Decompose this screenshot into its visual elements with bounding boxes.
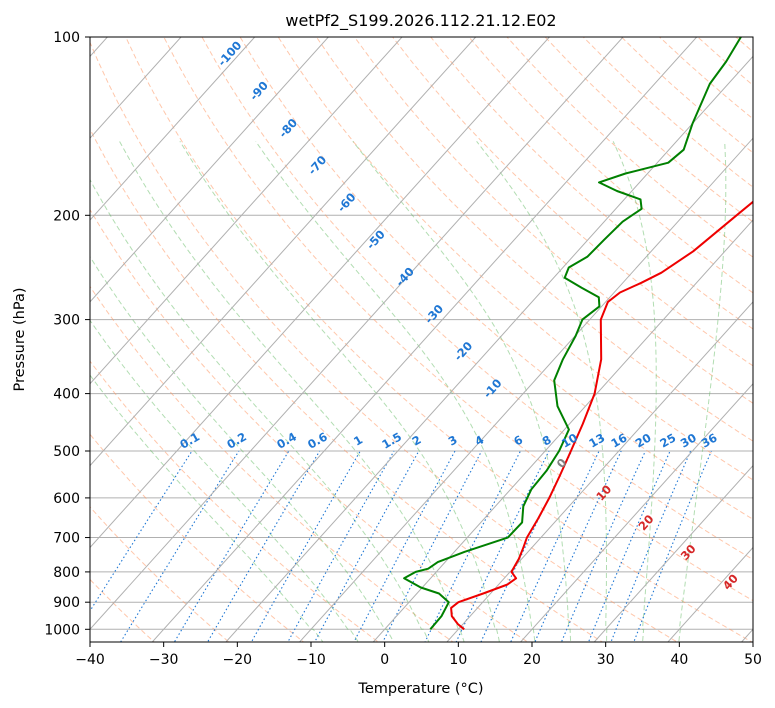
x-tick-label: −10: [296, 652, 326, 668]
mixing-ratio-line: [353, 450, 456, 642]
axis-ticks: −40 −30 −20 −10 0 10 20 30 40 50 1000 900 800 700 600 5…: [44, 30, 762, 668]
dry-adiabat-line: [391, 37, 753, 367]
dry-adiabat-line: [90, 285, 454, 642]
mixing-ratio-line: [587, 450, 671, 642]
mixing-ratio-line: [633, 450, 712, 642]
isotherm-line: [667, 546, 753, 642]
mixing-ratio-label: 30: [678, 431, 699, 451]
isotherms: [90, 37, 753, 642]
moist-adiabat-line: [678, 141, 727, 642]
y-tick-label: 200: [53, 208, 80, 224]
x-tick-label: 30: [597, 652, 615, 668]
dewpoint-trace: [403, 37, 742, 630]
dry-adiabat-line: [125, 37, 753, 642]
y-tick-label: 1000: [44, 622, 80, 638]
moist-adiabat-line: [476, 140, 608, 642]
mixing-ratio-line: [560, 450, 646, 642]
isotherm-line: [90, 37, 551, 549]
y-tick-label: 900: [53, 595, 80, 611]
x-tick-label: 50: [744, 652, 762, 668]
isotherm-line: [90, 37, 256, 221]
dry-adiabat-line: [315, 37, 753, 442]
dry-adiabat-line: [90, 433, 305, 642]
y-tick-label: 500: [53, 444, 80, 460]
isotherm-line: [90, 37, 624, 631]
dry-adiabat-line: [239, 37, 753, 520]
mixing-ratio-label: 25: [657, 431, 678, 451]
mixing-ratio-line: [207, 450, 321, 642]
isotherm-line: [446, 301, 753, 642]
plot-frame: [89, 36, 754, 643]
x-tick-label: 20: [523, 652, 541, 668]
isotherm-line: [298, 137, 753, 642]
isotherm-line: [90, 37, 182, 139]
moist-adiabat-line: [90, 319, 359, 642]
y-tick-label: 700: [53, 531, 80, 547]
mixing-ratio-label: 36: [699, 431, 720, 451]
y-tick-label: 600: [53, 491, 80, 507]
mixing-ratio-line: [120, 450, 240, 642]
dry-adiabat-line: [90, 208, 529, 642]
mixing-ratio-label: 20: [633, 431, 654, 451]
y-tick-label: 100: [53, 30, 80, 46]
mixing-ratio-line: [455, 450, 550, 642]
y-axis-label: Pressure (hPa): [12, 287, 28, 391]
moist-adiabat-line: [255, 141, 536, 642]
dry-adiabat-line: [90, 506, 230, 642]
isotherm-line: [90, 37, 403, 385]
plot-area: [90, 37, 753, 642]
mixing-ratio-line: [250, 450, 361, 642]
isotherm-line: [519, 382, 753, 642]
isotherm-line: [90, 37, 477, 467]
isotherm-line: [90, 37, 330, 303]
x-axis-label: Temperature (°C): [357, 681, 483, 697]
isotherm-line: [372, 219, 753, 642]
moist-adiabat-line: [352, 140, 572, 642]
x-tick-label: −20: [223, 652, 253, 668]
dry-adiabat-line: [430, 37, 753, 330]
dry-adiabat-line: [90, 128, 604, 642]
x-tick-label: 40: [670, 652, 688, 668]
dry-adiabat-line: [353, 37, 753, 404]
x-tick-label: 0: [380, 652, 389, 668]
moist-adiabat-line: [90, 255, 395, 642]
moist-adiabats: [90, 140, 727, 642]
temperature-trace: [450, 200, 753, 631]
moist-adiabat-line: [612, 141, 657, 642]
isotherm-line: [151, 37, 698, 642]
y-tick-label: 400: [53, 387, 80, 403]
x-tick-label: 10: [449, 652, 467, 668]
moist-adiabat-line: [119, 141, 465, 642]
mixing-ratio-label: 10: [559, 431, 580, 451]
y-tick-label: 800: [53, 565, 80, 581]
x-tick-label: −30: [149, 652, 179, 668]
mixing-ratio-label: 13: [586, 431, 607, 451]
x-tick-label: −40: [75, 652, 105, 668]
isotherm-line: [593, 464, 753, 642]
y-tick-label: 300: [53, 313, 80, 329]
mixing-ratio-line: [424, 450, 521, 642]
chart-title: wetPf2_S199.2026.112.21.12.E02: [285, 11, 556, 31]
dry-adiabat-line: [201, 37, 753, 561]
mixing-ratio-label: 16: [609, 431, 630, 451]
pressure-gridlines: [90, 37, 753, 630]
sounding-series: [403, 37, 753, 631]
